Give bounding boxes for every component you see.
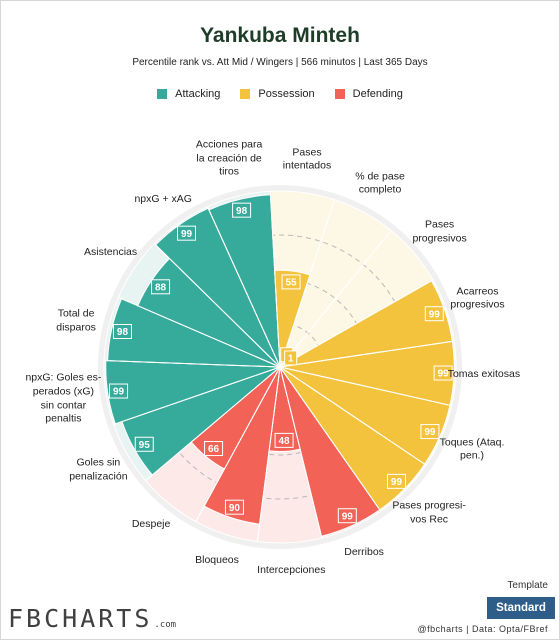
metric-label: Intercepciones <box>257 563 326 576</box>
slice-separator <box>279 199 335 368</box>
legend-label: Possession <box>258 88 315 100</box>
value-badge <box>424 306 444 322</box>
value-badge <box>274 432 294 448</box>
metric-label: Asistencias <box>84 246 138 259</box>
metric-label: Total de disparos <box>56 307 96 333</box>
value-badge <box>112 323 132 339</box>
legend-swatch <box>157 89 168 99</box>
slice-separator <box>195 366 281 522</box>
value-badge <box>232 202 252 218</box>
value-label: 1 <box>288 354 294 365</box>
metric-label: Tomas exitosas <box>447 367 521 380</box>
metric-label: Acarreos progresivos <box>450 285 505 311</box>
value-label: 90 <box>229 503 241 514</box>
value-badge <box>177 225 197 241</box>
slice-separator <box>104 359 281 368</box>
template-label: Template <box>507 580 548 591</box>
value-badge <box>151 279 171 295</box>
value-label: 99 <box>342 511 354 522</box>
legend-item-possession: Possession <box>240 88 315 100</box>
metric-label: npxG: Goles es-perados (xG) sin contar pen… <box>25 372 102 425</box>
legend: Attacking Possession Defending <box>0 88 560 100</box>
slice-separator <box>279 366 427 466</box>
slice-separator <box>113 366 281 425</box>
value-label: 95 <box>139 440 151 451</box>
value-badge <box>224 499 244 515</box>
metric-label: Pases progresi-vos Rec <box>392 499 466 526</box>
value-label: 66 <box>208 444 220 455</box>
value-label: 55 <box>286 278 298 289</box>
slice-separator <box>154 243 281 368</box>
value-label: 99 <box>424 427 436 438</box>
metric-label: Derribos <box>344 545 384 558</box>
value-badge <box>337 508 357 524</box>
slice-separator <box>269 191 281 368</box>
metric-label: Pases progresivos <box>412 218 467 244</box>
value-badge <box>284 350 298 366</box>
slice-separator <box>118 296 281 368</box>
legend-label: Attacking <box>175 88 221 100</box>
value-badge <box>281 274 301 290</box>
legend-label: Defending <box>352 88 403 100</box>
metric-label: Acciones para la creación de tiros <box>195 138 263 178</box>
credits: @fbcharts | Data: Opta/FBref <box>417 624 548 634</box>
value-label: 98 <box>236 206 248 217</box>
legend-swatch <box>334 89 345 99</box>
legend-item-defending: Defending <box>334 88 403 100</box>
legend-swatch <box>240 89 251 99</box>
slice-separator <box>206 206 281 368</box>
metric-label: Bloqueos <box>195 554 239 567</box>
value-badge <box>433 365 453 381</box>
logo-suffix: .com <box>154 620 177 630</box>
slice-separator <box>279 340 455 368</box>
value-label: 99 <box>181 229 193 240</box>
value-label: 88 <box>155 282 167 293</box>
slice-separator <box>279 366 452 407</box>
slice-separator <box>279 279 434 368</box>
metric-label: Despeje <box>131 518 171 531</box>
value-label: 99 <box>391 477 403 488</box>
metric-label: Goles sin penalización <box>69 456 128 483</box>
metric-label: Toques (Ataq. pen.) <box>439 435 505 462</box>
slice-separator <box>279 366 382 512</box>
logo-text: FBCHARTS <box>8 604 153 633</box>
value-label: 99 <box>429 309 441 320</box>
value-label: 48 <box>279 436 291 447</box>
slice-separator <box>279 366 323 539</box>
slice-separator <box>279 230 392 368</box>
chart-title: Yankuba Minteh <box>200 24 360 47</box>
standard-button[interactable]: Standard <box>487 597 555 619</box>
value-badge <box>420 424 440 440</box>
value-badge <box>109 383 129 399</box>
value-badge <box>386 473 406 489</box>
metric-label: % de pase completo <box>355 169 405 196</box>
chart-subtitle: Percentile rank vs. Att Mid / Wingers | … <box>132 57 428 68</box>
fbcharts-logo: FBCHARTS .com <box>8 606 176 631</box>
slice-separator <box>145 366 281 482</box>
value-badge <box>204 441 224 457</box>
legend-item-attacking: Attacking <box>157 88 220 100</box>
value-label: 99 <box>438 369 450 380</box>
slice-separator <box>256 366 281 542</box>
value-label: 98 <box>117 327 129 338</box>
metric-label: Pases intentados <box>282 146 332 172</box>
metric-label: npxG + xAG <box>134 192 192 205</box>
value-label: 99 <box>113 387 125 398</box>
value-badge <box>134 436 154 452</box>
